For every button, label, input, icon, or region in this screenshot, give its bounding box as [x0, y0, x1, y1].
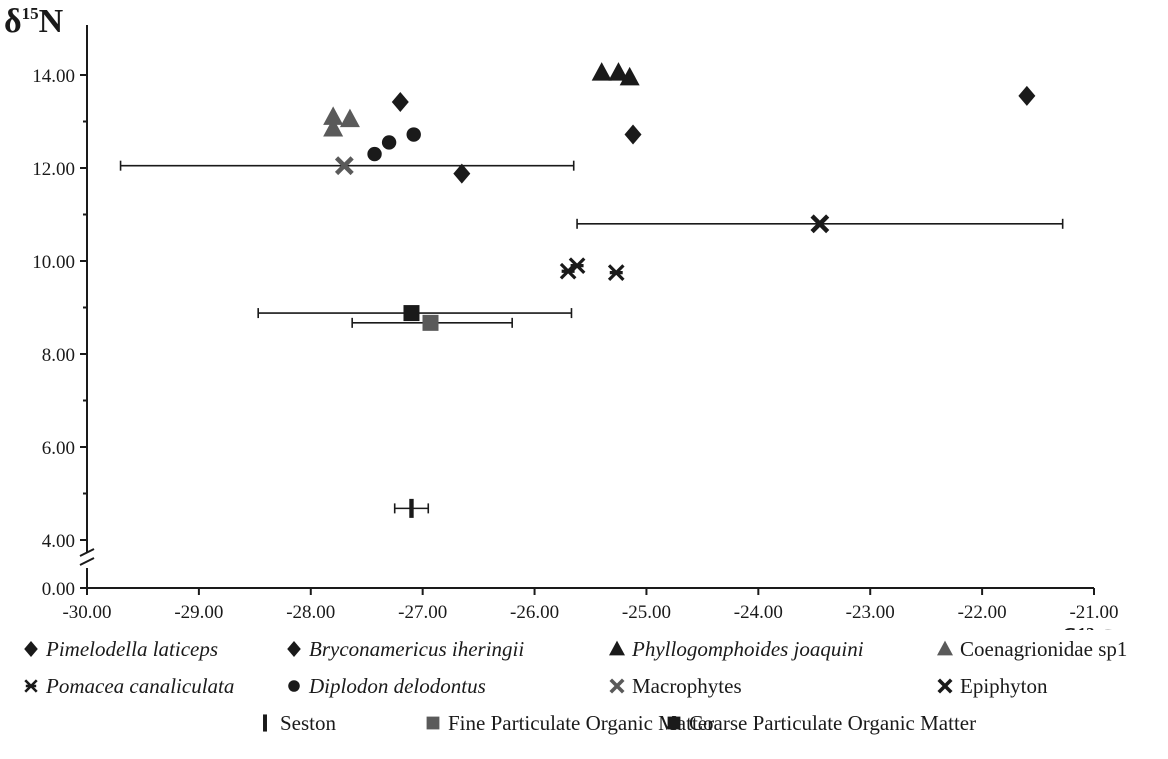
point-coarse-particulate-organic-matter — [403, 305, 420, 322]
legend-marker — [288, 680, 300, 692]
point-diplodon-delodontus — [381, 135, 397, 150]
legend-marker — [263, 714, 267, 732]
scatter-chart: -30.00 -29.00 -28.00 -27.00 -26.00 -25.00 -24.… — [4, 3, 1119, 630]
legend-item: Coenagrionidae sp1 — [934, 638, 1127, 660]
legend-item: Epiphyton — [934, 675, 1048, 697]
legend-item: Seston — [254, 712, 336, 734]
y-tick-label: 4.00 — [42, 531, 75, 552]
legend-item: Phyllogomphoides joaquini — [606, 638, 864, 660]
legend-marker-icon — [609, 640, 625, 656]
legend-marker-icon — [288, 680, 300, 692]
point-bryconamericus-iheringii — [453, 163, 471, 184]
legend-label: Fine Particulate Organic Matter — [448, 711, 715, 735]
legend-marker-icon — [667, 716, 681, 730]
legend-item: Bryconamericus iheringii — [283, 638, 524, 660]
point-phyllogomphoides-joaquini — [591, 62, 612, 81]
legend-item: Pimelodella laticeps — [20, 638, 218, 660]
point-diplodon-delodontus — [367, 146, 382, 162]
axis-break-mark — [79, 548, 95, 566]
point-epiphyton — [810, 214, 830, 234]
data-points — [323, 62, 1036, 518]
point-seston — [409, 498, 414, 518]
point-phyllogomphoides-joaquini — [608, 62, 629, 81]
x-tick-label: -26.00 — [510, 602, 559, 623]
point-diplodon-delodontus — [406, 127, 421, 142]
legend-label: Pimelodella laticeps — [46, 637, 219, 661]
y-axis-title: δ15N — [4, 3, 64, 40]
y-tick-label: 12.00 — [32, 159, 75, 180]
legend-marker-icon — [937, 640, 953, 656]
legend-label: Diplodon delodontus — [309, 674, 486, 698]
point-coenagrionidae-sp1 — [323, 117, 344, 137]
axes — [79, 25, 1095, 595]
y-tick-label: 0.00 — [42, 579, 75, 600]
legend-item: Pomacea canaliculata — [20, 675, 234, 697]
legend-label: Macrophytes — [632, 674, 742, 698]
legend-marker-icon — [24, 641, 38, 657]
point-pomacea-canaliculata — [568, 257, 586, 274]
legend-label: Coarse Particulate Organic Matter — [689, 711, 977, 735]
x-tick-label: -24.00 — [734, 602, 783, 623]
error-bars — [119, 160, 1064, 514]
legend-marker — [287, 641, 301, 657]
y-tick-label: 6.00 — [42, 438, 75, 459]
legend-label: Seston — [280, 711, 337, 735]
y-tick-label: 14.00 — [32, 66, 75, 87]
legend-label: Epiphyton — [960, 674, 1048, 698]
legend-marker-icon — [937, 678, 953, 694]
legend-marker-icon — [609, 678, 625, 694]
point-coenagrionidae-sp1 — [339, 108, 360, 128]
point-phyllogomphoides-joaquini — [619, 66, 640, 86]
legend-label: Phyllogomphoides joaquini — [632, 637, 864, 661]
x-tick-label: -25.00 — [622, 602, 671, 623]
legend-label: Coenagrionidae sp1 — [960, 637, 1128, 661]
legend-marker — [609, 678, 625, 694]
legend-marker — [937, 640, 953, 656]
point-pomacea-canaliculata — [607, 264, 625, 281]
legend-item: Fine Particulate Organic Matter — [422, 712, 714, 734]
x-tick-label: -27.00 — [398, 602, 447, 623]
legend-label: Bryconamericus iheringii — [309, 637, 525, 661]
y-tick-label: 10.00 — [32, 252, 75, 273]
legend-marker — [24, 679, 38, 693]
point-bryconamericus-iheringii — [624, 124, 642, 145]
y-tick-label: 8.00 — [42, 345, 75, 366]
point-macrophytes — [334, 156, 354, 176]
x-tick-label: -21.00 — [1069, 602, 1118, 623]
x-axis-title: δ13C — [1060, 623, 1119, 630]
x-tick-label: -30.00 — [62, 602, 111, 623]
x-tick-label: -22.00 — [958, 602, 1007, 623]
tick-labels: -30.00 -29.00 -28.00 -27.00 -26.00 -25.00 -24.… — [32, 66, 1118, 623]
legend-item: Coarse Particulate Organic Matter — [663, 712, 976, 734]
point-bryconamericus-iheringii — [391, 91, 409, 112]
point-pimelodella-laticeps — [1018, 85, 1036, 106]
legend-marker-icon — [263, 714, 267, 732]
legend-item: Diplodon delodontus — [283, 675, 486, 697]
legend-marker — [426, 716, 440, 730]
legend-marker — [24, 641, 38, 657]
legend-marker — [609, 640, 625, 656]
x-tick-label: -28.00 — [286, 602, 335, 623]
legend-marker-icon — [287, 641, 301, 657]
legend: Pimelodella laticeps Bryconamericus iheri… — [0, 630, 1168, 755]
legend-label: Pomacea canaliculata — [46, 674, 235, 698]
legend-marker-icon — [426, 716, 440, 730]
point-coenagrionidae-sp1 — [323, 106, 344, 125]
legend-item: Macrophytes — [606, 675, 742, 697]
x-tick-label: -23.00 — [846, 602, 895, 623]
x-tick-label: -29.00 — [174, 602, 223, 623]
legend-marker-icon — [24, 679, 38, 693]
point-fine-particulate-organic-matter — [422, 314, 439, 331]
legend-marker — [937, 678, 953, 694]
legend-marker — [667, 716, 681, 730]
